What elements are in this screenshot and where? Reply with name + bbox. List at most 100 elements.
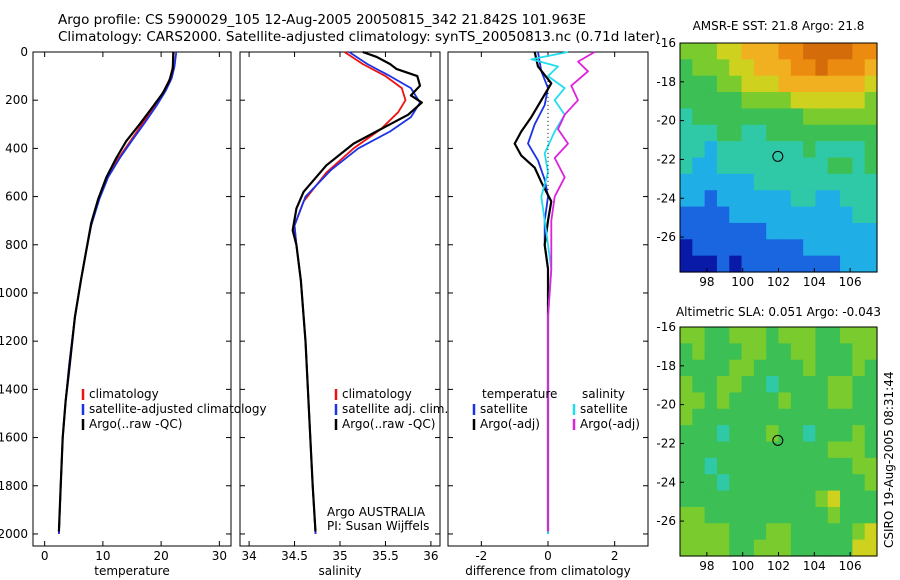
- heatmap-cell: [704, 59, 718, 77]
- heatmap-cell: [790, 124, 804, 142]
- heatmap-cell: [803, 474, 817, 492]
- heatmap-cell: [680, 157, 693, 175]
- heatmap-cell: [716, 376, 730, 394]
- heatmap-cell: [729, 343, 743, 361]
- heatmap-cell: [704, 141, 718, 159]
- heatmap-cell: [827, 392, 841, 410]
- heatmap-cell: [692, 190, 706, 208]
- heatmap-cell: [741, 43, 755, 60]
- heatmap-cell: [753, 173, 767, 191]
- heatmap-cell: [790, 441, 804, 459]
- heatmap-cell: [716, 425, 730, 443]
- heatmap-cell: [704, 523, 718, 541]
- heatmap-cell: [753, 222, 767, 240]
- heatmap-cell: [741, 108, 755, 126]
- heatmap-cell: [741, 392, 755, 410]
- heatmap-cell: [729, 474, 743, 492]
- heatmap-cell: [852, 108, 866, 126]
- y-tick-label: -18: [656, 359, 676, 373]
- x-tick-label: 30: [212, 549, 227, 563]
- heatmap-cell: [766, 506, 780, 524]
- heatmap-cell: [803, 141, 817, 159]
- heatmap-cell: [766, 190, 780, 208]
- heatmap-cell: [864, 75, 878, 93]
- heatmap-cell: [815, 222, 829, 240]
- heatmap-cell: [704, 173, 718, 191]
- heatmap-cell: [716, 124, 730, 142]
- heatmap-cell: [680, 43, 693, 60]
- heatmap-cell: [680, 327, 693, 344]
- heatmap-cell: [692, 392, 706, 410]
- series-line-blue: [58, 51, 178, 535]
- heatmap-cell: [840, 222, 853, 240]
- heatmap-cell: [716, 190, 730, 208]
- heatmap-cell: [704, 108, 718, 126]
- heatmap-cell: [803, 173, 817, 191]
- heatmap-cell: [680, 141, 693, 159]
- heatmap-cell: [852, 222, 866, 240]
- heatmap-cell: [778, 222, 792, 240]
- heatmap-cell: [852, 539, 866, 557]
- heatmap-cell: [729, 359, 743, 377]
- legend-label: satellite adj. clim.: [342, 402, 448, 416]
- heatmap-cell: [766, 92, 780, 110]
- heatmap-cell: [803, 108, 817, 126]
- heatmap-cell: [729, 255, 743, 273]
- heatmap-cell: [790, 327, 804, 344]
- heatmap-cell: [766, 408, 780, 426]
- heatmap-cell: [790, 376, 804, 394]
- heatmap-cell: [729, 141, 743, 159]
- y-tick-label: -26: [656, 514, 676, 528]
- heatmap-cell: [803, 190, 817, 208]
- heatmap-cell: [840, 392, 853, 410]
- heatmap-cell: [790, 506, 804, 524]
- series-line-blue: [527, 51, 549, 534]
- heatmap-cell: [741, 75, 755, 93]
- heatmap-cell: [840, 441, 853, 459]
- heatmap-cell: [704, 190, 718, 208]
- heatmap-cell: [766, 43, 780, 60]
- heatmap-cell: [790, 206, 804, 224]
- heatmap-cell: [803, 408, 817, 426]
- heatmap-cell: [680, 392, 693, 410]
- heatmap-cell: [741, 474, 755, 492]
- heatmap-cell: [753, 343, 767, 361]
- heatmap-cell: [852, 359, 866, 377]
- heatmap-cell: [864, 376, 878, 394]
- heatmap-cell: [778, 441, 792, 459]
- heatmap-cell: [704, 408, 718, 426]
- heatmap-cell: [864, 506, 878, 524]
- heatmap-cell: [741, 173, 755, 191]
- heatmap-cell: [790, 457, 804, 475]
- heatmap-cell: [840, 124, 853, 142]
- x-axis-label: temperature: [94, 564, 169, 578]
- heatmap-cell: [778, 392, 792, 410]
- heatmap-cell: [766, 255, 780, 273]
- legend-label: salinity: [582, 387, 625, 401]
- y-tick-label: -20: [656, 114, 676, 128]
- legend-label: climatology: [342, 387, 412, 401]
- heatmap-cell: [729, 392, 743, 410]
- heatmap-cell: [852, 75, 866, 93]
- heatmap-cell: [741, 457, 755, 475]
- heatmap-cell: [729, 327, 743, 344]
- heatmap-cell: [864, 141, 878, 159]
- x-axis-label: difference from climatology: [465, 564, 631, 578]
- heatmap-cell: [815, 141, 829, 159]
- heatmap-cell: [766, 523, 780, 541]
- heatmap-cell: [790, 539, 804, 557]
- heatmap-cell: [766, 59, 780, 77]
- heatmap-cell: [803, 43, 817, 60]
- heatmap-cell: [864, 523, 878, 541]
- heatmap-cell: [753, 506, 767, 524]
- heatmap-cell: [778, 190, 792, 208]
- heatmap-cell: [741, 190, 755, 208]
- heatmap-cell: [729, 539, 743, 557]
- heatmap-cell: [790, 141, 804, 159]
- heatmap-cell: [716, 206, 730, 224]
- heatmap-cell: [704, 343, 718, 361]
- heatmap-cell: [827, 408, 841, 426]
- heatmap-cell: [803, 239, 817, 257]
- heatmap-cell: [840, 506, 853, 524]
